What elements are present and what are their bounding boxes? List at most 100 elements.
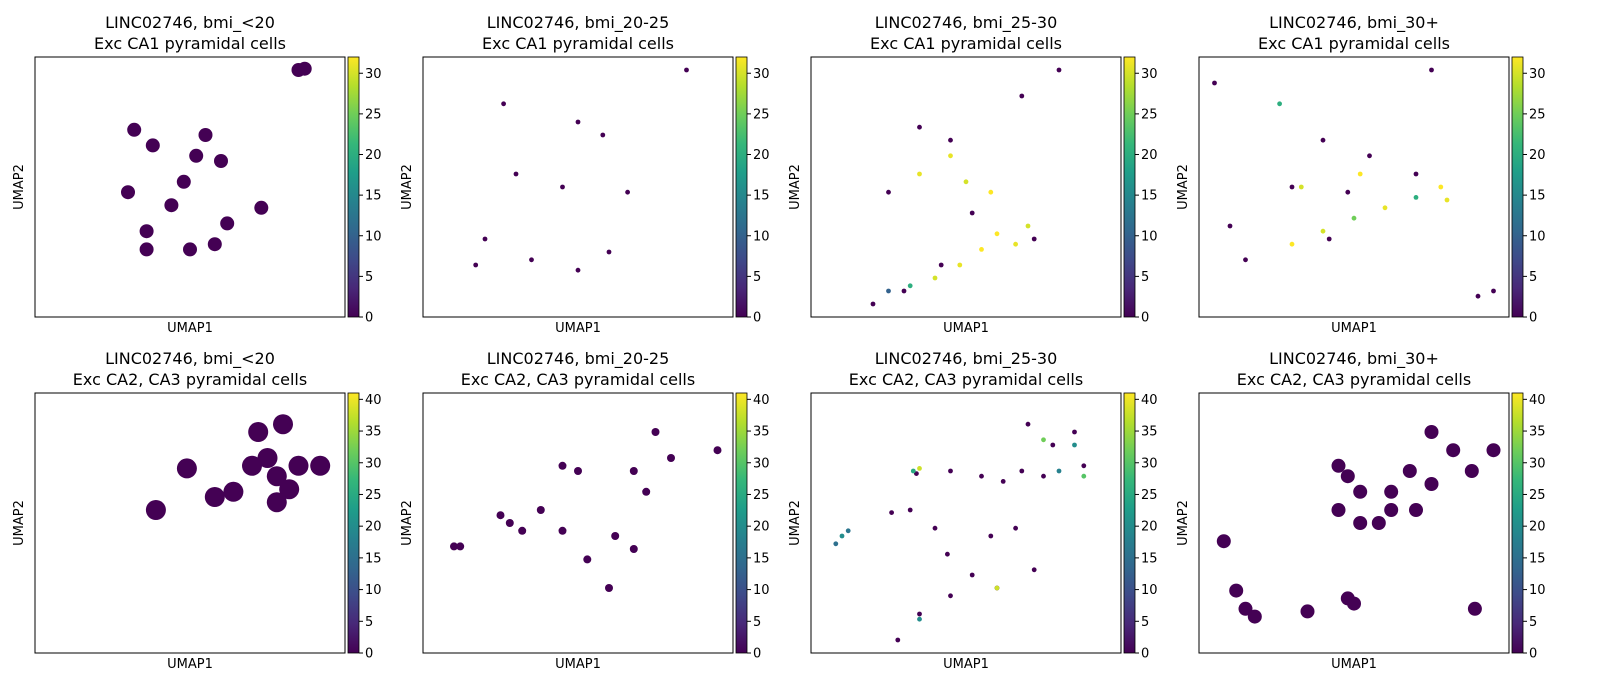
colorbar-tick-label: 5 bbox=[365, 615, 373, 630]
data-point bbox=[605, 584, 613, 592]
data-point bbox=[994, 585, 1000, 591]
data-point bbox=[1072, 429, 1077, 435]
colorbar-tick-label: 25 bbox=[1141, 488, 1158, 503]
colorbar-tick-label: 30 bbox=[365, 67, 382, 82]
colorbar-tick-label: 25 bbox=[1141, 107, 1158, 122]
data-point bbox=[1413, 171, 1419, 177]
axes-frame bbox=[422, 392, 734, 654]
x-axis-label: UMAP1 bbox=[1331, 657, 1377, 672]
data-point bbox=[907, 507, 913, 513]
data-point bbox=[1384, 484, 1399, 499]
colorbar-tick-label: 40 bbox=[753, 393, 770, 408]
colorbar-tick-label: 15 bbox=[1141, 189, 1158, 204]
data-point bbox=[248, 422, 269, 442]
colorbar-tick-label: 40 bbox=[365, 393, 382, 408]
data-point bbox=[198, 128, 213, 142]
colorbar-tick-label: 20 bbox=[1141, 148, 1158, 163]
axes-frame bbox=[34, 392, 346, 654]
data-point bbox=[1367, 153, 1372, 159]
panel-title-line2: Exc CA2, CA3 pyramidal cells bbox=[461, 370, 695, 389]
colorbar-tick-label: 35 bbox=[365, 425, 382, 440]
colorbar-tick-label: 0 bbox=[753, 311, 761, 326]
data-point bbox=[1298, 184, 1304, 190]
data-point bbox=[518, 526, 527, 535]
data-point bbox=[242, 455, 262, 476]
panel-title-line2: Exc CA2, CA3 pyramidal cells bbox=[1237, 370, 1471, 389]
data-point bbox=[625, 189, 630, 195]
x-axis-label: UMAP1 bbox=[555, 657, 601, 672]
colorbar-tick-label: 15 bbox=[1141, 551, 1158, 566]
data-point bbox=[963, 179, 969, 185]
data-point bbox=[1081, 463, 1087, 469]
colorbar-tick-label: 35 bbox=[1529, 425, 1546, 440]
data-point bbox=[266, 466, 287, 487]
axes-frame bbox=[34, 56, 346, 318]
colorbar-tick-label: 15 bbox=[365, 189, 382, 204]
data-point bbox=[1353, 484, 1368, 499]
panel-title-line1: LINC02746, bmi_<20 bbox=[105, 13, 275, 33]
data-point bbox=[1424, 425, 1439, 439]
colorbar-tick-label: 20 bbox=[1141, 520, 1158, 535]
data-point bbox=[1357, 171, 1363, 177]
data-point bbox=[176, 458, 197, 479]
data-point bbox=[938, 262, 944, 268]
data-point bbox=[127, 122, 142, 137]
axes-frame bbox=[810, 392, 1122, 654]
data-point bbox=[1212, 80, 1217, 86]
data-point bbox=[207, 237, 222, 252]
data-point bbox=[1289, 184, 1295, 190]
colorbar-tick-label: 25 bbox=[365, 488, 382, 503]
colorbar-tick-label: 15 bbox=[365, 551, 382, 566]
data-point bbox=[945, 551, 950, 557]
data-point bbox=[969, 572, 975, 578]
data-point bbox=[895, 637, 901, 643]
data-point bbox=[1347, 596, 1361, 611]
data-point bbox=[1229, 583, 1244, 598]
panel-title-line2: Exc CA1 pyramidal cells bbox=[1258, 34, 1450, 53]
data-point bbox=[1289, 241, 1295, 247]
data-point bbox=[1353, 516, 1368, 530]
data-point bbox=[1464, 464, 1479, 478]
colorbar-tick-label: 0 bbox=[1141, 311, 1149, 326]
data-point bbox=[979, 473, 984, 479]
x-axis-label: UMAP1 bbox=[943, 321, 989, 336]
data-point bbox=[932, 525, 938, 531]
data-point bbox=[1072, 442, 1077, 448]
colorbar-tick-label: 20 bbox=[365, 148, 382, 163]
data-point bbox=[948, 468, 953, 474]
data-point bbox=[988, 533, 994, 539]
data-point bbox=[1345, 189, 1351, 195]
data-point bbox=[558, 526, 567, 535]
data-point bbox=[994, 231, 1000, 237]
colorbar-tick-label: 10 bbox=[1141, 583, 1158, 598]
colorbar-tick-label: 20 bbox=[1529, 520, 1546, 535]
colorbar-tick-label: 30 bbox=[1529, 456, 1546, 471]
colorbar-tick-label: 0 bbox=[1529, 647, 1537, 662]
colorbar-tick-label: 0 bbox=[753, 647, 761, 662]
data-point bbox=[189, 148, 204, 163]
colorbar-tick-label: 5 bbox=[753, 615, 761, 630]
data-point bbox=[273, 414, 293, 435]
data-point bbox=[629, 467, 638, 475]
colorbar-tick-label: 10 bbox=[1529, 229, 1546, 244]
panel-0-3: LINC02746, bmi_30+Exc CA1 pyramidal cell… bbox=[1176, 13, 1546, 336]
data-point bbox=[257, 448, 278, 468]
data-point bbox=[1025, 421, 1031, 427]
data-point bbox=[1331, 458, 1346, 473]
data-point bbox=[948, 593, 953, 599]
x-axis-label: UMAP1 bbox=[555, 321, 601, 336]
y-axis-label: UMAP2 bbox=[400, 164, 415, 210]
colorbar-tick-label: 20 bbox=[753, 148, 770, 163]
data-point bbox=[1331, 503, 1346, 517]
data-point bbox=[1438, 184, 1444, 190]
colorbar-tick-label: 10 bbox=[365, 583, 382, 598]
data-point bbox=[611, 532, 620, 540]
colorbar-tick-label: 25 bbox=[753, 488, 770, 503]
data-point bbox=[1402, 464, 1417, 478]
data-point bbox=[1486, 443, 1501, 458]
